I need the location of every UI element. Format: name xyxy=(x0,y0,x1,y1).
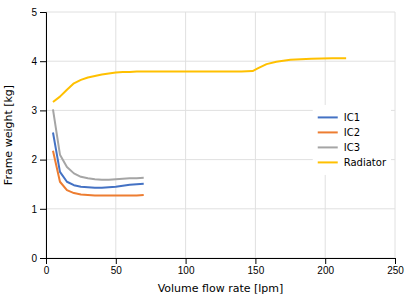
x-axis-tick: 0 xyxy=(44,258,50,276)
x-axis-title: Volume flow rate [lpm] xyxy=(158,282,284,295)
y-axis-tick: 5 xyxy=(31,7,46,18)
x-axis-tick-label: 0 xyxy=(44,265,50,276)
grid xyxy=(46,12,395,258)
x-axis-tick-label: 250 xyxy=(387,265,404,276)
y-axis-tick: 2 xyxy=(31,154,46,165)
x-axis-tick-label: 100 xyxy=(178,265,195,276)
legend-item: IC1 xyxy=(318,112,360,123)
y-axis-tick: 3 xyxy=(31,105,46,116)
y-axis-tick-mark xyxy=(40,160,46,161)
grid-line-y xyxy=(46,12,395,13)
legend-swatch xyxy=(318,116,338,118)
x-axis-tick: 100 xyxy=(178,258,195,276)
series-line xyxy=(53,109,144,179)
grid-line-x xyxy=(115,12,116,258)
y-axis-tick-label: 4 xyxy=(31,56,37,67)
y-axis-tick-mark xyxy=(40,12,46,13)
x-axis-tick: 50 xyxy=(111,258,123,276)
y-axis-tick: 0 xyxy=(31,253,46,264)
x-axis-tick: 200 xyxy=(317,258,334,276)
x-axis-line xyxy=(47,259,396,265)
y-axis-tick-mark xyxy=(40,110,46,111)
x-axis-tick-mark xyxy=(116,258,117,264)
y-axis-tick-label: 5 xyxy=(31,7,37,18)
x-axis-tick-label: 150 xyxy=(248,265,265,276)
y-axis-tick-label: 1 xyxy=(31,204,37,215)
grid-line-x xyxy=(185,12,186,258)
x-axis: 0 50 100 150 200 250 xyxy=(44,258,405,276)
legend-swatch xyxy=(318,131,338,133)
y-axis-tick-mark xyxy=(40,61,46,62)
grid-line-x xyxy=(255,12,256,258)
series-line xyxy=(53,58,346,102)
series-line xyxy=(53,151,144,196)
chart: 0 50 100 150 200 250 0 1 2 3 4 5 IC1 IC2 IC3 Radiator Vo… xyxy=(0,0,409,298)
legend-item: IC3 xyxy=(318,142,360,153)
x-axis-tick-label: 200 xyxy=(317,265,334,276)
plot: 0 50 100 150 200 250 0 1 2 3 4 5 IC1 IC2 IC3 Radiator xyxy=(31,7,404,276)
legend: IC1 IC2 IC3 Radiator xyxy=(313,105,391,175)
grid-line-x xyxy=(395,12,396,258)
legend-swatch xyxy=(318,146,338,148)
x-axis-tick: 150 xyxy=(248,258,265,276)
legend-swatch xyxy=(318,161,338,163)
grid-line-y xyxy=(46,61,395,62)
x-axis-tick-mark xyxy=(395,258,396,264)
y-axis-tick: 1 xyxy=(31,204,46,215)
x-axis-tick: 250 xyxy=(387,258,404,276)
y-axis: 0 1 2 3 4 5 xyxy=(31,7,46,264)
y-axis-title: Frame weight [kg] xyxy=(2,85,15,185)
legend-item: IC2 xyxy=(318,127,360,138)
y-axis-tick: 4 xyxy=(31,56,46,67)
y-axis-tick-mark xyxy=(40,209,46,210)
legend-label: IC1 xyxy=(344,112,360,123)
legend-label: IC2 xyxy=(344,127,360,138)
x-axis-tick-mark xyxy=(325,258,326,264)
y-axis-tick-label: 3 xyxy=(31,105,37,116)
lines xyxy=(53,58,346,195)
legend-label: IC3 xyxy=(344,142,360,153)
legend-label: Radiator xyxy=(344,157,387,168)
x-axis-tick-label: 50 xyxy=(111,265,123,276)
legend-item: Radiator xyxy=(318,157,387,168)
y-axis-tick-label: 2 xyxy=(31,154,37,165)
x-axis-tick-mark xyxy=(255,258,256,264)
y-axis-line xyxy=(40,13,47,259)
x-axis-tick-mark xyxy=(186,258,187,264)
y-axis-tick-mark xyxy=(40,258,46,259)
y-axis-tick-label: 0 xyxy=(31,253,37,264)
legend-background xyxy=(313,105,391,175)
grid-line-y xyxy=(46,208,395,209)
